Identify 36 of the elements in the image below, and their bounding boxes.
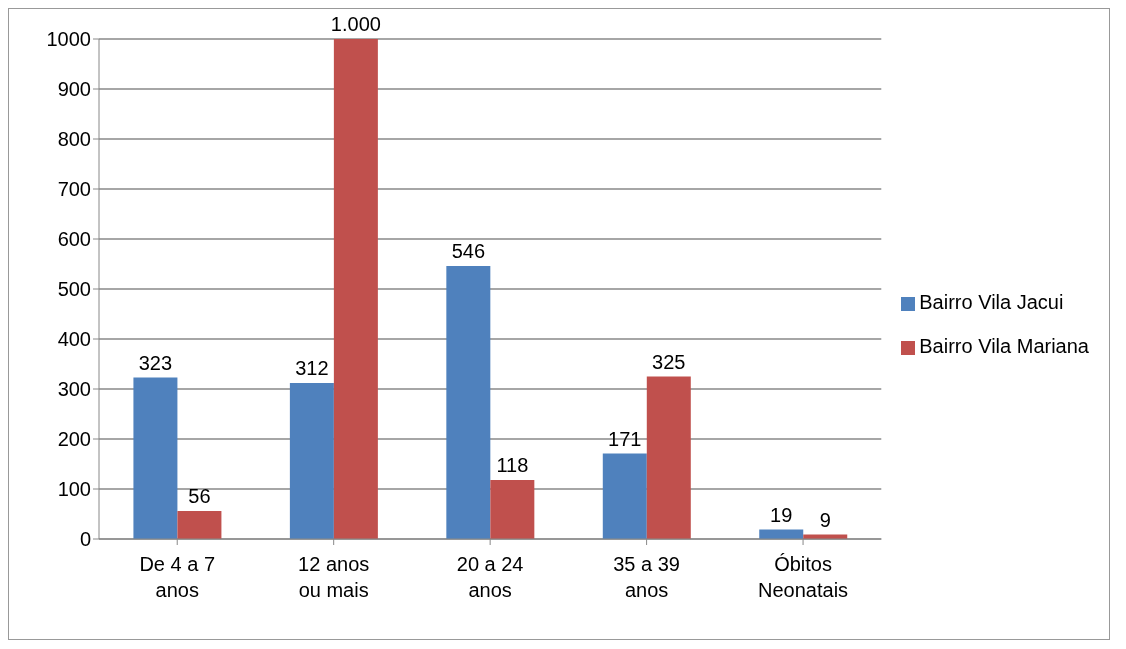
legend-label: Bairro Vila Mariana <box>919 335 1089 357</box>
data-label: 1.000 <box>330 13 381 35</box>
y-tick-label: 600 <box>57 228 91 251</box>
y-tick-label: 400 <box>57 328 91 351</box>
bar <box>133 377 178 539</box>
data-label: 56 <box>188 485 211 507</box>
y-tick-label: 300 <box>57 378 91 401</box>
bar <box>446 266 491 539</box>
x-tick-label: 12 anos ou mais <box>298 553 370 601</box>
x-tick-label: De 4 a 7 anos <box>139 553 216 601</box>
data-label: 19 <box>770 503 793 526</box>
y-tick-label: 700 <box>57 178 91 201</box>
bar <box>602 453 647 539</box>
x-tick-label: 35 a 39 anos <box>613 553 680 601</box>
y-tick-label: 200 <box>57 428 91 451</box>
bar <box>177 511 222 539</box>
data-label: 118 <box>496 454 529 476</box>
bar <box>333 39 378 539</box>
y-tick-label: 500 <box>57 278 91 301</box>
bar <box>289 383 334 539</box>
legend-label: Bairro Vila Jacui <box>919 291 1064 313</box>
bar <box>490 480 535 539</box>
data-label: 312 <box>295 357 329 379</box>
y-tick-label: 900 <box>57 78 91 101</box>
y-tick-label: 1000 <box>46 28 91 51</box>
y-tick-label: 0 <box>79 528 91 551</box>
bar <box>646 376 691 539</box>
data-label: 323 <box>138 351 173 374</box>
data-label: 325 <box>652 350 686 373</box>
x-tick-label: Óbitos Neonatais <box>758 553 849 601</box>
data-label: 171 <box>608 427 642 450</box>
data-label: 546 <box>451 240 486 262</box>
x-tick-label: 20 a 24 anos <box>456 553 524 601</box>
y-tick-label: 100 <box>57 478 91 501</box>
y-tick-label: 800 <box>57 128 91 151</box>
data-label: 9 <box>819 508 831 531</box>
